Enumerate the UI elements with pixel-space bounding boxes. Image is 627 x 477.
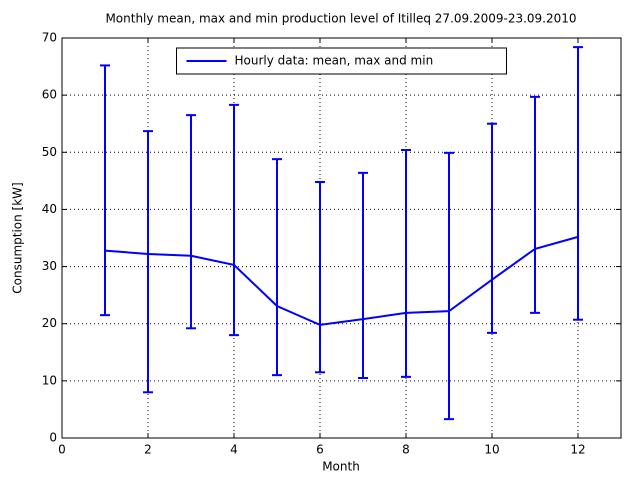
- y-tick-label: 30: [42, 259, 57, 273]
- y-axis-label: Consumption [kW]: [11, 182, 25, 293]
- y-tick-label: 70: [42, 31, 57, 45]
- y-tick-label: 60: [42, 88, 57, 102]
- chart-title: Monthly mean, max and min production lev…: [105, 12, 576, 26]
- x-tick-label: 10: [484, 443, 499, 457]
- x-tick-label: 4: [230, 443, 238, 457]
- legend-label: Hourly data: mean, max and min: [235, 54, 434, 68]
- plot-frame: [61, 37, 622, 439]
- y-tick-label: 40: [42, 202, 57, 216]
- x-axis-label: Month: [322, 460, 360, 474]
- y-tick-label: 50: [42, 145, 57, 159]
- legend-box: [176, 47, 507, 75]
- x-tick-label: 2: [144, 443, 152, 457]
- y-tick-label: 0: [49, 431, 57, 445]
- y-tick-label: 20: [42, 316, 57, 330]
- plot-area: [62, 38, 621, 438]
- x-tick-label: 12: [570, 443, 585, 457]
- y-tick-label: 10: [42, 373, 57, 387]
- x-tick-label: 8: [402, 443, 410, 457]
- mean-line: [104, 235, 579, 326]
- x-tick-label: 0: [58, 443, 66, 457]
- x-tick-label: 6: [316, 443, 324, 457]
